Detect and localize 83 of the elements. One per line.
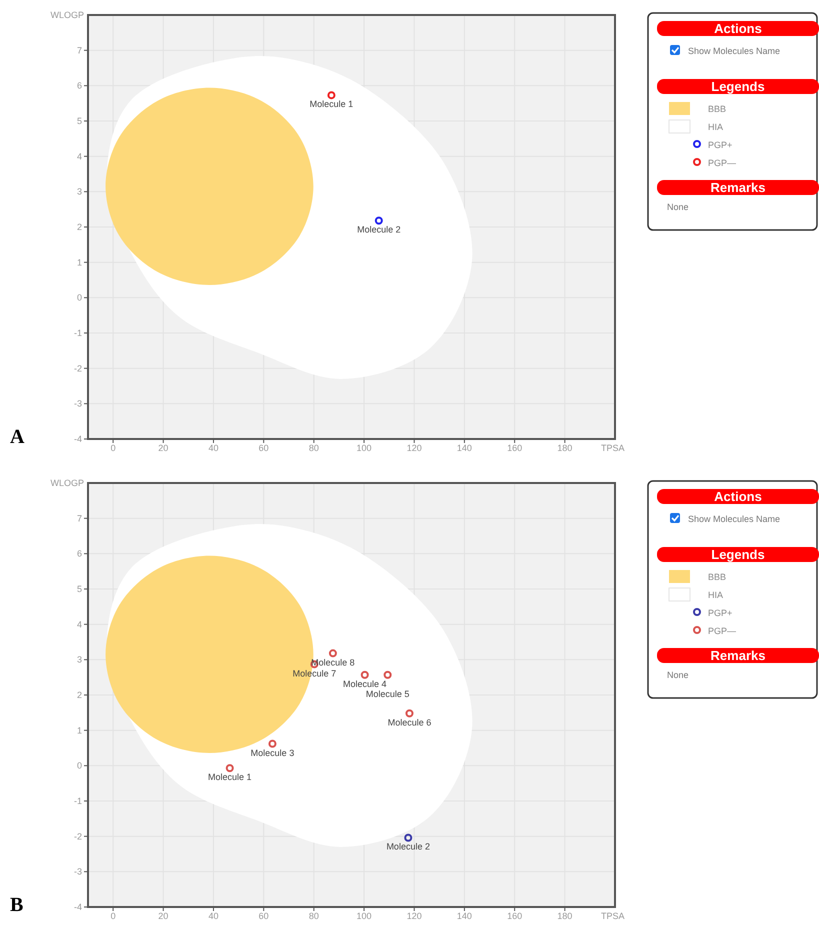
x-tick-label: 0 xyxy=(110,443,116,453)
y-tick-label: 6 xyxy=(76,548,82,559)
text: B xyxy=(10,894,24,916)
annotation: Molecule 3 xyxy=(250,748,294,758)
annotation: Molecule 5 xyxy=(366,688,410,699)
annotation: Molecule 1 xyxy=(310,99,354,110)
x-tick-label: 100 xyxy=(356,911,372,921)
x-tick-label: 180 xyxy=(557,443,572,453)
legend-label: HIA xyxy=(708,590,724,600)
y-tick-label: 5 xyxy=(76,584,82,594)
x-tick-label: 80 xyxy=(308,443,319,453)
y-axis-title: WLOGP xyxy=(50,478,84,488)
text: Remarks xyxy=(710,180,766,195)
y-tick-label: 4 xyxy=(76,151,82,162)
x-axis-title: TPSA xyxy=(601,443,625,453)
text: Actions xyxy=(714,21,762,36)
y-tick-label: -1 xyxy=(74,796,82,806)
y-tick-label: 2 xyxy=(76,690,82,700)
y-tick-label: 5 xyxy=(76,116,82,126)
y-tick-label: 1 xyxy=(76,725,82,736)
x-tick-label: 80 xyxy=(308,911,319,921)
y-tick-label: 3 xyxy=(76,186,82,197)
legend-label: PGP— xyxy=(708,158,736,168)
y-tick-label: 7 xyxy=(76,45,82,56)
point xyxy=(360,670,369,679)
y-axis-title: WLOGP xyxy=(50,10,84,20)
text: Show Molecules Name xyxy=(688,514,780,524)
x-axis-title: TPSA xyxy=(601,911,625,921)
annotation: Molecule 2 xyxy=(357,224,401,235)
x-tick-label: 60 xyxy=(258,443,269,453)
x-tick-label: 20 xyxy=(158,443,168,453)
x-tick-label: 0 xyxy=(110,911,116,921)
text: Show Molecules Name xyxy=(688,46,780,56)
y-tick-label: -4 xyxy=(74,902,82,912)
point xyxy=(384,670,392,679)
y-tick-label: 6 xyxy=(76,80,82,91)
x-tick-label: 160 xyxy=(507,443,522,453)
annotation: Molecule 4 xyxy=(343,678,387,689)
annotation: Molecule 6 xyxy=(388,717,432,728)
point xyxy=(268,740,276,748)
y-tick-label: 0 xyxy=(76,292,82,303)
point xyxy=(405,709,414,718)
legend-label: HIA xyxy=(708,122,724,132)
x-tick-label: 20 xyxy=(158,911,168,921)
point xyxy=(328,649,337,658)
legend-label: BBB xyxy=(708,572,726,582)
y-tick-label: 2 xyxy=(76,222,82,232)
text: Legends xyxy=(711,79,765,94)
legend-label: PGP+ xyxy=(708,140,732,150)
x-tick-label: 180 xyxy=(557,911,572,921)
y-tick-label: -4 xyxy=(74,434,82,444)
x-tick-label: 140 xyxy=(456,911,472,921)
y-tick-label: 4 xyxy=(76,619,82,630)
y-tick-label: -1 xyxy=(74,328,82,338)
y-tick-label: -2 xyxy=(74,831,82,842)
text: None xyxy=(667,202,689,212)
text: Actions xyxy=(714,489,762,504)
legend-label: BBB xyxy=(708,104,726,114)
y-tick-label: 0 xyxy=(76,760,82,771)
annotation: Molecule 2 xyxy=(386,842,430,852)
y-tick-label: 1 xyxy=(76,257,82,268)
text: Legends xyxy=(711,547,765,562)
x-tick-label: 60 xyxy=(258,911,269,921)
y-tick-label: 3 xyxy=(76,654,82,665)
x-tick-label: 160 xyxy=(507,911,522,921)
y-tick-label: -2 xyxy=(74,363,82,374)
y-tick-label: -3 xyxy=(74,398,82,409)
text: None xyxy=(667,670,689,680)
x-tick-label: 40 xyxy=(208,911,218,921)
y-tick-label: 7 xyxy=(76,513,82,524)
x-tick-label: 40 xyxy=(208,443,218,453)
x-tick-label: 120 xyxy=(406,443,422,453)
x-tick-label: 120 xyxy=(406,911,422,921)
annotation: Molecule 1 xyxy=(208,772,252,782)
text: A xyxy=(10,426,25,448)
text: Remarks xyxy=(710,648,766,663)
legend-label: PGP+ xyxy=(708,608,732,618)
x-tick-label: 140 xyxy=(456,443,472,453)
point xyxy=(404,834,412,842)
x-tick-label: 100 xyxy=(356,443,372,453)
y-tick-label: -3 xyxy=(74,866,82,877)
legend-label: PGP— xyxy=(708,626,736,636)
point xyxy=(226,764,234,772)
